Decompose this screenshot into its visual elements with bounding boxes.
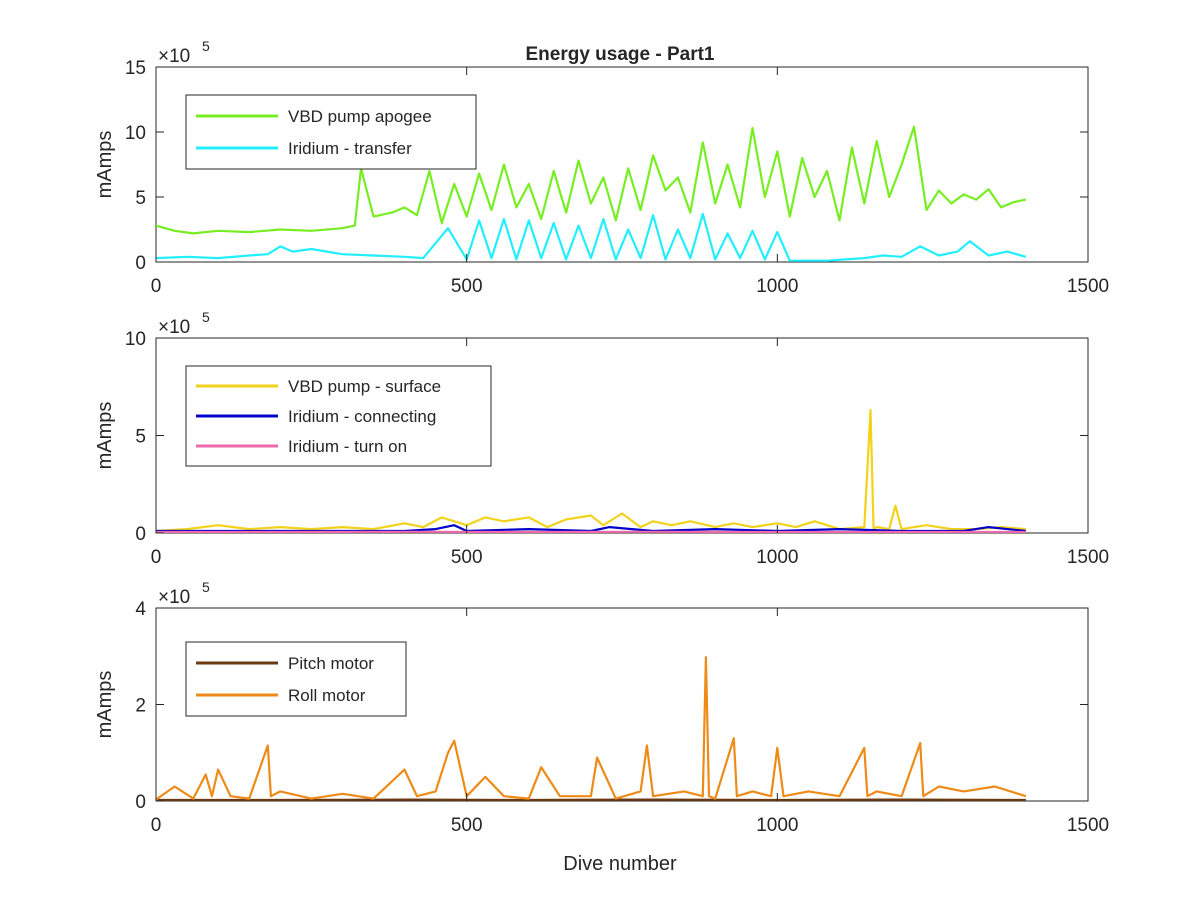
x-tick-label: 1000 [756,547,798,568]
y-axis-label: mAmps [94,671,116,739]
legend-label: Pitch motor [288,654,374,673]
legend-label: VBD pump apogee [288,107,432,126]
legend: VBD pump - surface Iridium - connecting Ir… [185,365,492,467]
legend: VBD pump apogee Iridium - transfer [185,94,477,170]
y-axis-label: mAmps [94,402,116,470]
x-tick-label: 1500 [1067,815,1109,836]
legend-label: Iridium - turn on [288,437,407,456]
legend-label: VBD pump - surface [288,377,441,396]
y-tick-label: 10 [125,123,146,144]
y-tick-label: 15 [125,58,146,79]
y-tick-label: 0 [135,524,146,545]
x-tick-label: 1500 [1067,276,1109,297]
legend-label: Iridium - connecting [288,407,436,426]
x-tick-label: 0 [151,815,162,836]
legend-label: Roll motor [288,686,366,705]
x-tick-label: 500 [451,815,483,836]
x-tick-label: 1000 [756,815,798,836]
legend-label: Iridium - transfer [288,139,412,158]
x-tick-label: 500 [451,547,483,568]
series-line-1 [156,409,1026,533]
series-line-1 [156,125,1027,235]
y-tick-label: 5 [135,427,146,448]
y-exponent-label: ×10 [158,317,190,338]
subplot-1: 0 500 1000 1500 0 5 10 15 ×10 5 mAmps VBD pump apog… [94,38,1109,297]
y-exponent-label: ×10 [158,587,190,608]
y-exponent-power: 5 [202,579,210,595]
subplot-2: 0 500 1000 1500 0 5 10 ×10 5 mAmps VBD pump - surf… [94,309,1109,568]
series-line-2 [156,212,1027,262]
legend: Pitch motor Roll motor [185,641,407,717]
series-line-2 [156,656,1027,801]
series-group [156,409,1027,533]
legend-box [185,94,477,170]
y-exponent-power: 5 [202,309,210,325]
x-tick-label: 1500 [1067,547,1109,568]
figure-xlabel: Dive number [563,853,677,875]
series-group [156,125,1027,262]
y-tick-label: 10 [125,329,146,350]
subplot-3: 0 500 1000 1500 0 2 4 ×10 5 mAmps Pitch motor Roll … [94,579,1109,836]
series-group [156,656,1027,801]
legend-box [185,641,407,717]
y-tick-label: 0 [135,792,146,813]
x-tick-label: 500 [451,276,483,297]
figure-title: Energy usage - Part1 [525,44,714,65]
y-axis-label: mAmps [94,131,116,199]
x-tick-label: 1000 [756,276,798,297]
y-exponent-label: ×10 [158,46,190,67]
y-tick-label: 4 [135,599,146,620]
y-tick-label: 5 [135,188,146,209]
x-tick-label: 0 [151,547,162,568]
y-tick-label: 0 [135,253,146,274]
y-tick-label: 2 [135,696,146,717]
y-exponent-power: 5 [202,38,210,54]
x-tick-label: 0 [151,276,162,297]
